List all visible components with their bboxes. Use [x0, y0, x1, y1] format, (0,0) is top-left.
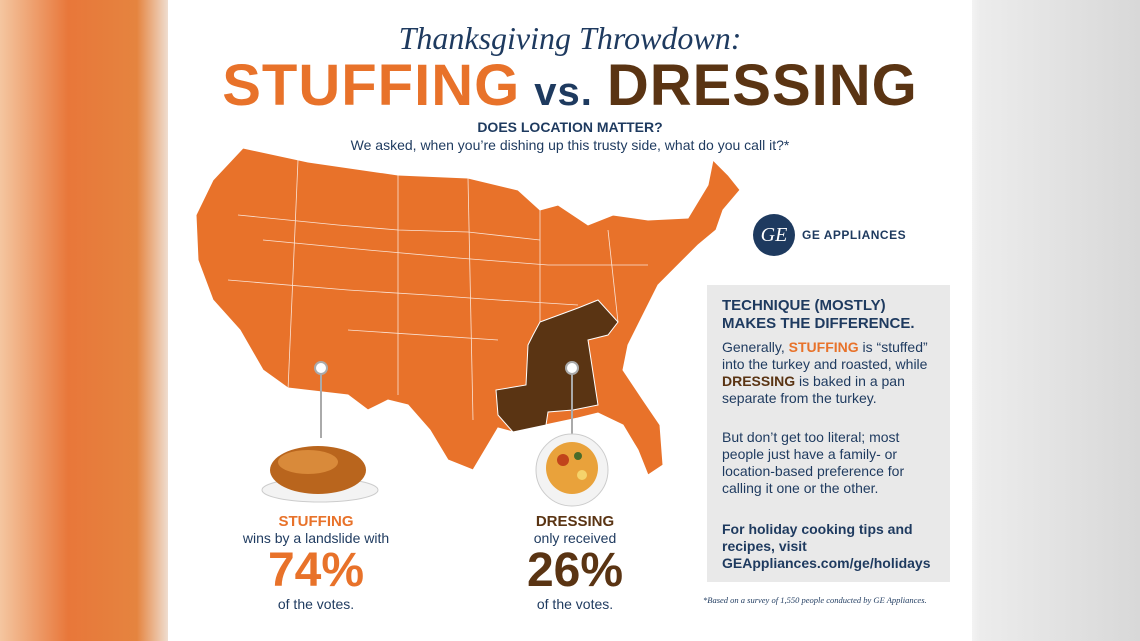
map-dressing-region — [495, 299, 619, 433]
footnote: *Based on a survey of 1,550 people condu… — [703, 595, 927, 605]
headline: STUFFING vs. DRESSING — [168, 52, 972, 119]
title: Thanksgiving Throwdown: — [398, 20, 742, 56]
dressing-tail: of the votes. — [536, 596, 614, 612]
dressing-dish-icon — [546, 442, 598, 494]
text: is baked in a pan separate from the turk… — [722, 373, 905, 406]
info-paragraph-1: Generally, STUFFING is “stuffed” into th… — [722, 339, 944, 407]
text: Generally, — [722, 339, 789, 355]
dressing-term: DRESSING — [722, 373, 796, 389]
stuffing-percent: 74% — [267, 544, 365, 597]
question: DOES LOCATION MATTER? — [477, 119, 663, 135]
headline-vs: vs. — [534, 70, 593, 114]
stuffing-tail: of the votes. — [277, 596, 355, 612]
dressing-label: DRESSING — [535, 513, 615, 530]
info-box: TECHNIQUE (MOSTLY) MAKES THE DIFFERENCE.… — [707, 285, 950, 582]
info-cta-link[interactable]: For holiday cooking tips and recipes, vi… — [722, 521, 931, 571]
dressing-line: only received — [533, 530, 617, 546]
subtitle: We asked, when you’re dishing up this tr… — [350, 137, 790, 153]
stuffing-pin — [261, 361, 379, 503]
us-map — [195, 147, 741, 507]
headline-dressing: DRESSING — [606, 53, 918, 118]
stuffing-stat: STUFFING wins by a landslide with 74% of… — [206, 513, 426, 612]
info-paragraph-2: But don’t get too literal; most people j… — [722, 429, 905, 496]
map-stuffing-region — [195, 147, 741, 476]
headline-stuffing: STUFFING — [222, 53, 521, 118]
stuffing-line: wins by a landslide with — [242, 530, 390, 546]
dressing-percent: 26% — [526, 544, 624, 597]
brand-name: GE APPLIANCES — [802, 228, 907, 242]
dressing-stat: DRESSING only received 26% of the votes. — [465, 513, 685, 612]
text: is “stuffed” into the turkey and roasted… — [722, 339, 928, 372]
dressing-pin — [535, 361, 609, 507]
infographic: Thanksgiving Throwdown: STUFFING vs. DRESS… — [168, 0, 972, 641]
stuffing-label: STUFFING — [278, 513, 354, 530]
stuffing-term: STUFFING — [788, 339, 859, 355]
info-heading: TECHNIQUE (MOSTLY) MAKES THE DIFFERENCE. — [722, 297, 915, 332]
ge-logo: GE — [753, 214, 795, 256]
